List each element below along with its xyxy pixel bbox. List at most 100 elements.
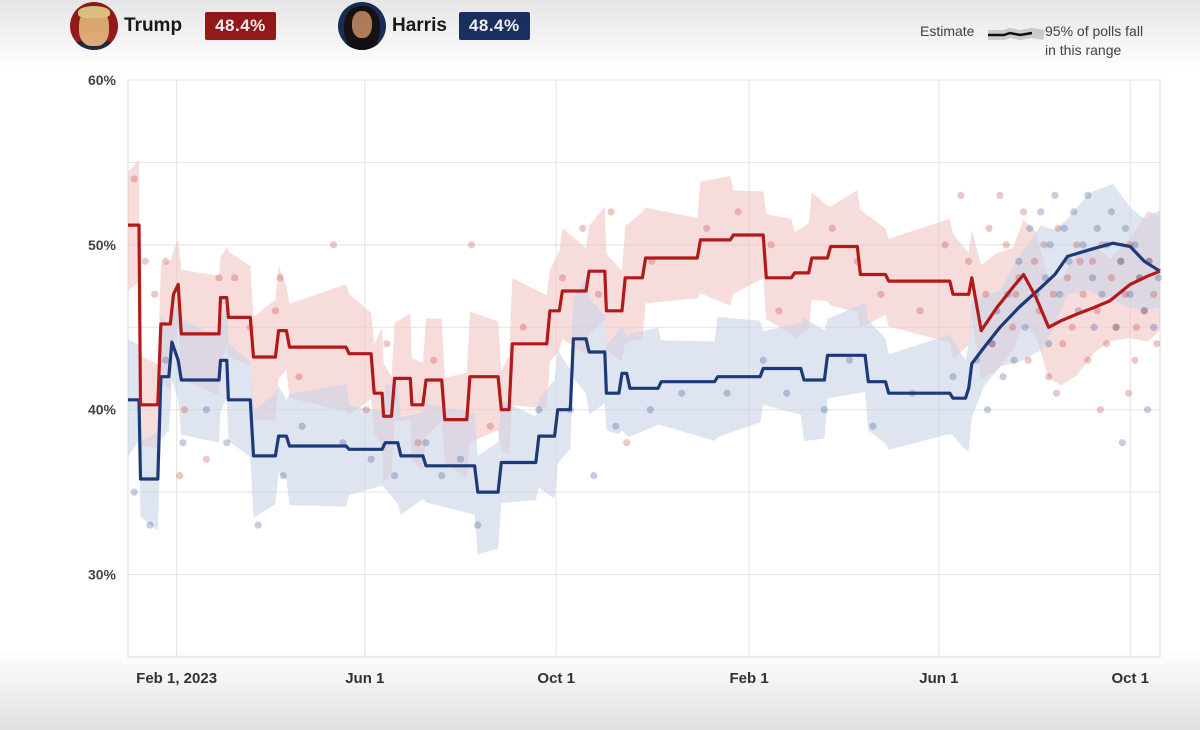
trump-poll-dot (1068, 323, 1076, 331)
x-tick-label: Oct 1 (537, 670, 575, 687)
y-tick-label: 60% (88, 72, 117, 88)
trump-poll-dot (1008, 323, 1017, 331)
trump-poll-dot (162, 257, 170, 265)
trump-poll-dot (519, 323, 527, 331)
trump-poll-dot (1052, 389, 1061, 397)
legend-line-swatch-icon (988, 27, 1045, 41)
x-tick-label: Jun 1 (919, 670, 958, 687)
trump-poll-dot (916, 307, 924, 315)
harris-poll-dot (646, 406, 654, 414)
harris-poll-dot (1015, 257, 1023, 265)
trump-name: Trump (124, 15, 183, 36)
trump-poll-dot (202, 455, 211, 463)
trump-poll-dot (1084, 356, 1092, 364)
trump-poll-dot (1153, 340, 1161, 348)
candidate-harris: Harris 48.4% (338, 2, 530, 50)
harris-poll-dot (422, 439, 430, 447)
trump-poll-dot (982, 290, 990, 298)
trump-poll-dot (703, 224, 711, 232)
harris-poll-dot (1154, 274, 1163, 282)
harris-poll-dot (179, 439, 187, 447)
trump-poll-dot (1049, 290, 1057, 298)
trump-poll-dot (558, 274, 567, 282)
x-tick-label: Feb 1, 2023 (136, 670, 217, 687)
y-tick-label: 40% (88, 402, 117, 418)
harris-poll-dot (1112, 323, 1120, 331)
estimate-lines (128, 223, 1161, 494)
trump-poll-dot (414, 439, 422, 447)
trump-poll-dot (141, 257, 149, 265)
trump-poll-dot (1107, 274, 1115, 282)
x-axis: Feb 1, 2023 Jun 1 Oct 1 Feb 1 Jun 1 Oct 1 (136, 670, 1149, 687)
trump-poll-dot (486, 422, 494, 430)
harris-poll-dot (1090, 323, 1098, 331)
confidence-bands (128, 159, 1160, 555)
harris-poll-dot (1045, 340, 1053, 348)
trump-poll-dot (130, 175, 138, 183)
trump-poll-dot (1125, 389, 1133, 397)
harris-poll-dot (298, 422, 306, 430)
legend-range-label: 95% of polls fall in this range (1045, 22, 1175, 60)
trump-poll-dot (1093, 307, 1101, 315)
legend-range-line-1: 95% of polls fall (1045, 23, 1144, 39)
trump-poll-dot (1150, 290, 1158, 298)
harris-poll-dot (869, 422, 877, 430)
trump-poll-dot (430, 356, 438, 364)
harris-poll-dot (1098, 290, 1106, 298)
trump-poll-dot (1103, 340, 1111, 348)
trump-poll-dot (276, 274, 284, 282)
trump-poll-dot (957, 191, 965, 199)
trump-poll-dot (1132, 323, 1141, 331)
harris-poll-dot (1026, 224, 1034, 232)
trump-poll-dot (362, 406, 370, 414)
trump-poll-dot (1131, 356, 1139, 364)
harris-poll-dot (279, 472, 287, 480)
harris-poll-dot (1088, 274, 1097, 282)
harris-poll-dot (845, 356, 854, 364)
harris-poll-dot (1131, 241, 1139, 249)
harris-poll-dot (1010, 356, 1018, 364)
harris-poll-dot (1037, 208, 1045, 216)
harris-poll-dot (456, 455, 465, 463)
trump-poll-dot (941, 241, 949, 249)
trump-poll-dot (985, 224, 993, 232)
candidate-trump: Trump 48.4% (70, 2, 276, 50)
harris-poll-dot (1117, 257, 1125, 265)
trump-poll-dot (329, 241, 338, 249)
harris-poll-dot (1107, 208, 1115, 216)
harris-range-band (128, 184, 1160, 555)
trump-poll-dot (1059, 340, 1067, 348)
harris-avatar (338, 2, 386, 50)
y-axis: 60% 50% 40% 30% (88, 72, 117, 583)
harris-poll-dot (999, 373, 1007, 381)
harris-poll-dot (759, 356, 767, 364)
trump-poll-dot (828, 224, 836, 232)
x-tick-label: Oct 1 (1111, 670, 1149, 687)
trump-poll-dot (271, 307, 280, 315)
harris-name: Harris (392, 15, 447, 36)
poll-dots (130, 175, 1163, 529)
trump-poll-dot (1140, 307, 1148, 315)
trump-poll-dot (467, 241, 476, 249)
trump-poll-dot (734, 208, 742, 216)
trump-estimate-line (128, 223, 1161, 422)
trump-poll-dot (1073, 241, 1081, 249)
trump-poll-dot (180, 406, 189, 414)
trump-poll-dot (1054, 224, 1062, 232)
chart-legend: Estimate 95% of polls fall in this range (920, 20, 1190, 64)
trump-poll-dot (176, 472, 184, 480)
y-tick-label: 30% (88, 567, 117, 583)
harris-poll-dot (1140, 307, 1148, 315)
harris-poll-dot (1118, 439, 1126, 447)
trump-poll-dot (1121, 290, 1130, 298)
harris-poll-dot (1143, 406, 1152, 414)
trump-poll-dot (1112, 323, 1120, 331)
harris-poll-dot (1021, 323, 1029, 331)
trump-poll-dot (607, 208, 615, 216)
harris-poll-dot (1051, 191, 1059, 199)
harris-poll-dot (1150, 323, 1158, 331)
trump-poll-dot (1076, 257, 1084, 265)
trump-poll-dot (295, 373, 303, 381)
trump-poll-dot (1019, 208, 1028, 216)
trump-poll-dot (965, 257, 973, 265)
